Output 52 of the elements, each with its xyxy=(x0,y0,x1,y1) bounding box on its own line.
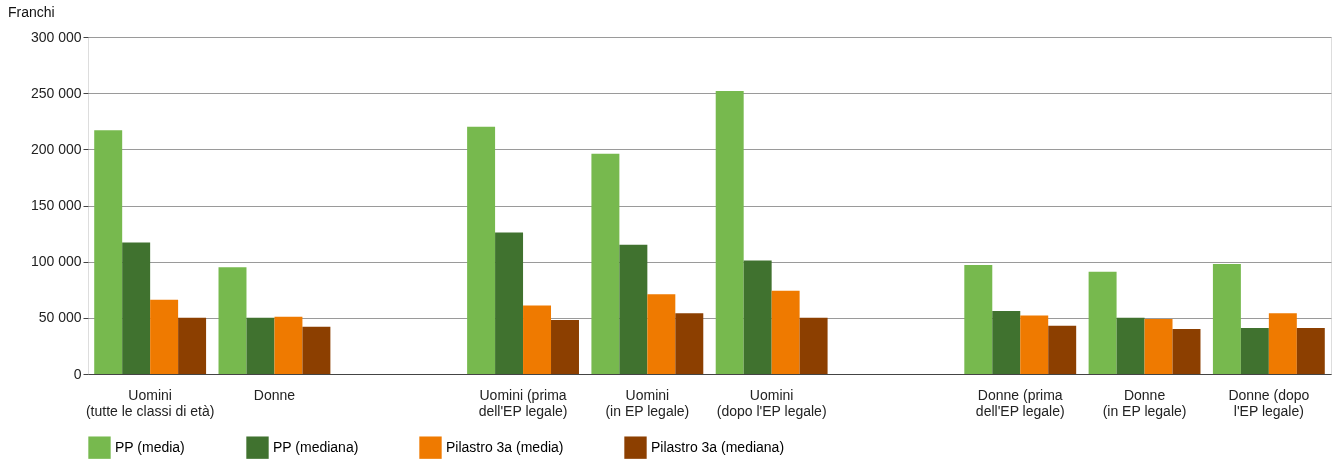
bar xyxy=(1172,329,1201,374)
bar xyxy=(1020,315,1049,374)
bar xyxy=(1268,313,1297,374)
bar xyxy=(715,90,744,374)
y-tick-label: 250 000 xyxy=(30,84,82,101)
bar xyxy=(1296,327,1325,374)
bar xyxy=(178,317,207,374)
y-tick-label: 50 000 xyxy=(38,309,82,326)
bar xyxy=(1116,317,1145,374)
bar xyxy=(246,317,275,374)
bar xyxy=(218,267,247,374)
bar xyxy=(94,130,123,374)
bar xyxy=(743,260,772,374)
y-axis-title: Franchi xyxy=(8,4,55,20)
bar xyxy=(619,244,648,374)
bar xyxy=(467,126,496,374)
y-tick-label: 300 000 xyxy=(30,28,82,45)
legend-label: Pilastro 3a (media) xyxy=(446,438,564,455)
bar xyxy=(964,265,993,374)
x-tick-label: Donne (prima dell'EP legale) xyxy=(975,386,1065,419)
x-tick-label: Uomini (prima dell'EP legale) xyxy=(478,386,568,419)
bar xyxy=(122,242,151,374)
bar xyxy=(675,313,704,374)
bar xyxy=(799,317,828,374)
bar xyxy=(992,311,1021,374)
bar xyxy=(591,153,620,374)
legend-label: PP (media) xyxy=(115,438,185,455)
bar xyxy=(647,294,676,374)
y-tick-label: 0 xyxy=(73,365,82,382)
y-tick-label: 150 000 xyxy=(30,197,82,213)
x-tick-label: Uomini (in EP legale) xyxy=(605,386,690,419)
legend-label: PP (mediana) xyxy=(273,438,359,455)
x-tick-label: Donne (in EP legale) xyxy=(1102,386,1187,419)
bar xyxy=(551,320,579,374)
bar xyxy=(274,316,303,374)
y-tick-label: 100 000 xyxy=(30,253,82,270)
legend-label: Pilastro 3a (mediana) xyxy=(651,438,785,455)
bar xyxy=(523,305,552,374)
bar xyxy=(1240,327,1269,374)
x-tick-label: Donne xyxy=(253,386,296,403)
x-tick-label: Donne (dopo l'EP legale) xyxy=(1228,386,1310,419)
bar xyxy=(150,299,179,374)
bar xyxy=(1144,318,1173,374)
bar xyxy=(1088,271,1117,374)
y-tick-label: 200 000 xyxy=(30,140,82,157)
bar xyxy=(1212,263,1241,374)
bar xyxy=(302,326,331,374)
bar xyxy=(495,232,524,374)
bar xyxy=(771,290,800,374)
x-tick-label: Uomini (dopo l'EP legale) xyxy=(716,386,827,419)
bar xyxy=(1048,325,1077,374)
x-tick-label: Uomini (tutte le classi di età) xyxy=(85,386,215,419)
